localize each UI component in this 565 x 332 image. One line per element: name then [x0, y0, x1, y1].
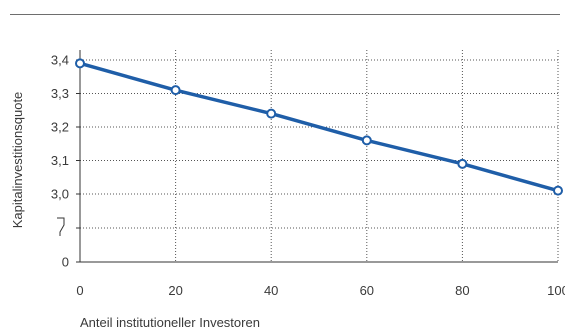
x-tick-label: 20	[168, 283, 182, 298]
x-tick-label: 40	[264, 283, 278, 298]
axis-break-mark	[57, 217, 65, 236]
x-tick-label: 0	[76, 283, 83, 298]
y-tick-label: 3,0	[51, 187, 69, 202]
data-point	[361, 135, 372, 146]
y-tick-label: 3,4	[51, 53, 69, 68]
data-point	[266, 108, 277, 119]
x-tick-label: 80	[455, 283, 469, 298]
x-tick-label: 100	[547, 283, 565, 298]
y-axis-title: Kapitalinvestitionsquote	[10, 92, 25, 229]
data-point	[75, 58, 85, 69]
data-point	[170, 85, 181, 96]
top-rule	[10, 14, 560, 15]
y-tick-label: 3,3	[51, 86, 69, 101]
x-tick-label: 60	[360, 283, 374, 298]
y-tick-label: 0	[62, 255, 69, 270]
x-axis-title: Anteil institutioneller Investoren	[80, 315, 260, 330]
series-line	[79, 61, 559, 193]
data-series	[75, 58, 563, 196]
axes	[57, 50, 558, 263]
tick-labels: 3,4 3,3 3,2 3,1 3,0 00 20 40 60 80 100	[51, 53, 565, 299]
grid-lines	[80, 50, 559, 262]
data-point	[457, 158, 468, 169]
data-point	[553, 185, 563, 196]
y-tick-label: 3,1	[51, 153, 69, 168]
y-tick-label: 3,2	[51, 120, 69, 135]
